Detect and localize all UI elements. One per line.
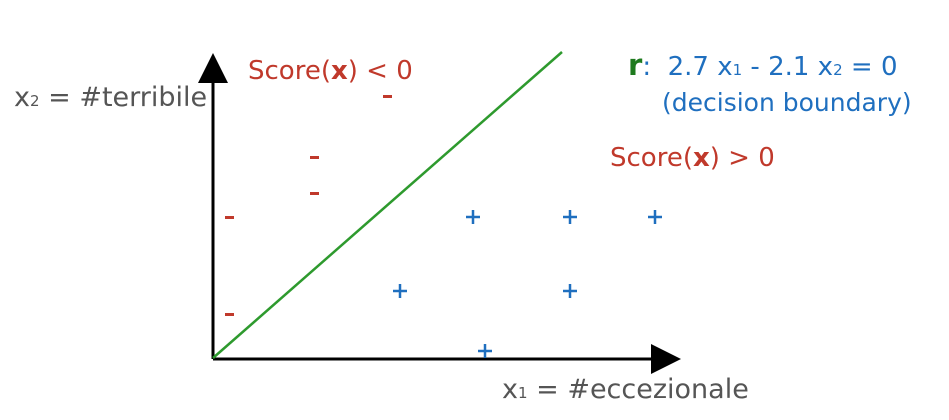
positive-marker	[563, 284, 577, 298]
positive-label-pre: Score(	[610, 143, 693, 173]
positive-marker	[393, 284, 407, 298]
y-axis-label-sub: 2	[29, 92, 40, 110]
positive-marker	[466, 210, 480, 224]
positive-label-post: ) > 0	[709, 143, 775, 173]
boundary-eq-a: 2.7 x	[651, 52, 733, 82]
boundary-eq-b: - 2.1 x	[742, 52, 834, 82]
boundary-sub2: 2	[833, 61, 843, 79]
positive-markers	[393, 210, 662, 358]
negative-region-label: Score(x) < 0	[248, 56, 413, 86]
x-axis-label-var: x	[502, 374, 518, 405]
boundary-name: r	[628, 48, 643, 82]
negative-marker	[383, 95, 392, 98]
boundary-equation: r: 2.7 x1 - 2.1 x2 = 0	[628, 48, 897, 82]
y-axis-label-text: = #terribile	[39, 82, 208, 113]
negative-label-var: x	[330, 56, 348, 86]
positive-marker	[478, 344, 492, 358]
x-axis-label-sub: 1	[517, 384, 528, 402]
positive-region-label: Score(x) > 0	[610, 143, 775, 173]
negative-label-post: ) < 0	[347, 56, 413, 86]
y-axis-label-var: x	[14, 82, 30, 113]
negative-label-pre: Score(	[248, 56, 331, 86]
boundary-caption: (decision boundary)	[662, 88, 912, 117]
decision-boundary-line	[212, 51, 563, 359]
negative-markers	[225, 95, 392, 316]
negative-marker	[225, 313, 234, 316]
positive-marker	[648, 210, 662, 224]
negative-marker	[310, 156, 319, 159]
boundary-colon: :	[642, 52, 652, 82]
positive-label-var: x	[692, 143, 710, 173]
x-axis-label: x1 = #eccezionale	[502, 374, 749, 405]
boundary-eq-c: = 0	[842, 52, 898, 82]
negative-marker	[310, 192, 319, 195]
y-axis-label: x2 = #terribile	[14, 82, 207, 113]
boundary-sub1: 1	[732, 61, 743, 79]
negative-marker	[225, 216, 234, 219]
x-axis-label-text: = #eccezionale	[527, 374, 749, 405]
positive-marker	[563, 210, 577, 224]
